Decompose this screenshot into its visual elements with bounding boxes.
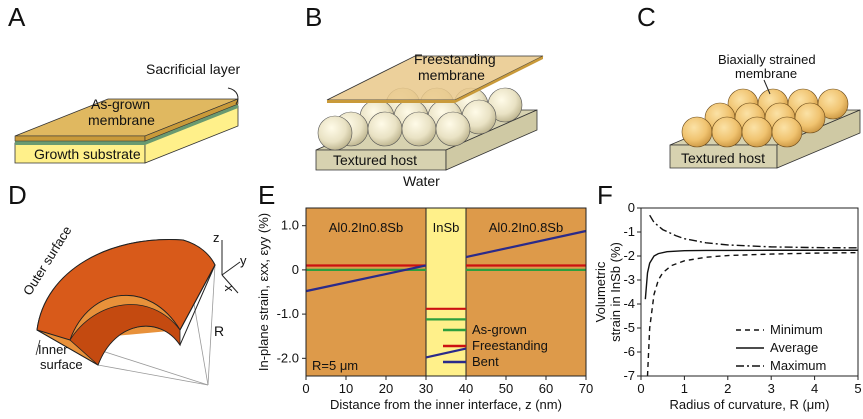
- freestanding-label-1: Freestanding: [414, 51, 496, 67]
- x-tick-label: 5: [854, 381, 861, 396]
- region-label-right: Al0.2In0.8Sb: [489, 220, 563, 235]
- growth-substrate-label: Growth substrate: [34, 146, 141, 162]
- series-line-minimum: [646, 251, 859, 377]
- x-tick-label: 1: [681, 381, 688, 396]
- water-label: Water: [403, 173, 440, 189]
- radius-note: R=5 μm: [312, 358, 358, 373]
- panel-letter-b: B: [305, 2, 323, 32]
- legend-label: As-grown: [472, 322, 527, 337]
- panel-letter-c: C: [637, 2, 656, 32]
- plot-frame: [305, 207, 587, 377]
- y-tick-label: 0: [628, 200, 635, 215]
- axis-z-label: z: [213, 230, 220, 245]
- panel-b-diagram: [315, 55, 544, 171]
- y-tick-label: -1.0: [277, 306, 299, 321]
- panel-letter-f: F: [597, 180, 613, 210]
- y-axis-title-1: Volumetric: [593, 261, 608, 322]
- series-segment-bent: [465, 229, 587, 259]
- region-bg: [426, 208, 466, 376]
- x-tick-label: 0: [637, 381, 644, 396]
- x-tick-label: 2: [724, 381, 731, 396]
- panel-d-diagram: [35, 239, 241, 386]
- textured-host-label-c: Textured host: [681, 150, 766, 166]
- biaxial-label-1: Biaxially strained: [718, 52, 816, 67]
- y-tick-label: -5: [623, 320, 635, 335]
- as-grown-label-1: As-grown: [91, 96, 151, 112]
- x-tick-label: 70: [579, 381, 593, 396]
- series-segment-bent: [425, 347, 467, 359]
- y-tick-label: -4: [623, 296, 635, 311]
- region-label-mid: InSb: [433, 220, 460, 235]
- region-bg: [306, 208, 426, 376]
- axis-x-label: x: [222, 285, 237, 292]
- y-axis-title: In-plane strain, εxx, εyy (%): [256, 213, 271, 371]
- x-axis-title: Distance from the inner interface, z (nm…: [330, 397, 562, 412]
- panel-c-diagram: [669, 79, 861, 169]
- y-tick-label: -2: [623, 248, 635, 263]
- freestanding-label-2: membrane: [418, 67, 485, 83]
- x-tick-label: 30: [419, 381, 433, 396]
- legend-label: Freestanding: [472, 338, 548, 353]
- x-tick-label: 3: [768, 381, 775, 396]
- biaxial-label-2: membrane: [735, 66, 798, 81]
- panel-f-chart: 0 1 2 3 4 5 0 -1 -2 -3 -4 -5 -6 -7 Radius of curvature…: [593, 200, 862, 412]
- plot-frame: [640, 207, 859, 377]
- panel-letter-e: E: [258, 180, 276, 210]
- panel-letter-d: D: [8, 180, 27, 210]
- y-tick-label: -2.0: [277, 350, 299, 365]
- y-tick-label: -7: [623, 368, 635, 383]
- legend-label: Bent: [472, 354, 499, 369]
- y-tick-label: -3: [623, 272, 635, 287]
- x-tick-label: 4: [811, 381, 818, 396]
- legend-label: Minimum: [770, 322, 823, 337]
- x-tick-label: 40: [459, 381, 473, 396]
- as-grown-label-2: membrane: [88, 112, 155, 128]
- x-tick-label: 0: [302, 381, 309, 396]
- sacrificial-layer-label: Sacrificial layer: [146, 61, 241, 77]
- x-tick-label: 50: [499, 381, 513, 396]
- x-tick-label: 20: [379, 381, 393, 396]
- region-label-left: Al0.2In0.8Sb: [329, 220, 403, 235]
- radius-label: R: [214, 323, 225, 339]
- x-tick-label: 10: [339, 381, 353, 396]
- axis-y-label: y: [240, 253, 247, 268]
- y-tick-label: -6: [623, 344, 635, 359]
- y-tick-label: 0: [292, 262, 299, 277]
- panel-c-spheres: [681, 88, 849, 148]
- x-tick-label: 60: [539, 381, 553, 396]
- textured-host-label-b: Textured host: [333, 152, 418, 168]
- inner-surface-label-1: Inner: [38, 342, 68, 357]
- inner-surface-label-2: surface: [40, 357, 83, 372]
- series-line-maximum: [649, 214, 859, 249]
- series-line-average: [644, 249, 858, 300]
- axes-triad: [221, 240, 241, 294]
- legend-label: Maximum: [770, 358, 826, 373]
- y-tick-label: -1: [623, 224, 635, 239]
- panel-a-diagram: [14, 87, 239, 164]
- legend-label: Average: [770, 340, 818, 355]
- y-axis-title-2: strain in InSb (%): [608, 242, 623, 342]
- x-axis-title: Radius of curvature, R (μm): [670, 397, 830, 412]
- series-segment-bent: [305, 264, 427, 293]
- panel-letter-a: A: [8, 2, 26, 32]
- panel-e-chart: 0 10 20 30 40 50 60 70 1.0 0 -1.0 -2.0 Distance from…: [256, 207, 593, 412]
- y-tick-label: 1.0: [281, 218, 299, 233]
